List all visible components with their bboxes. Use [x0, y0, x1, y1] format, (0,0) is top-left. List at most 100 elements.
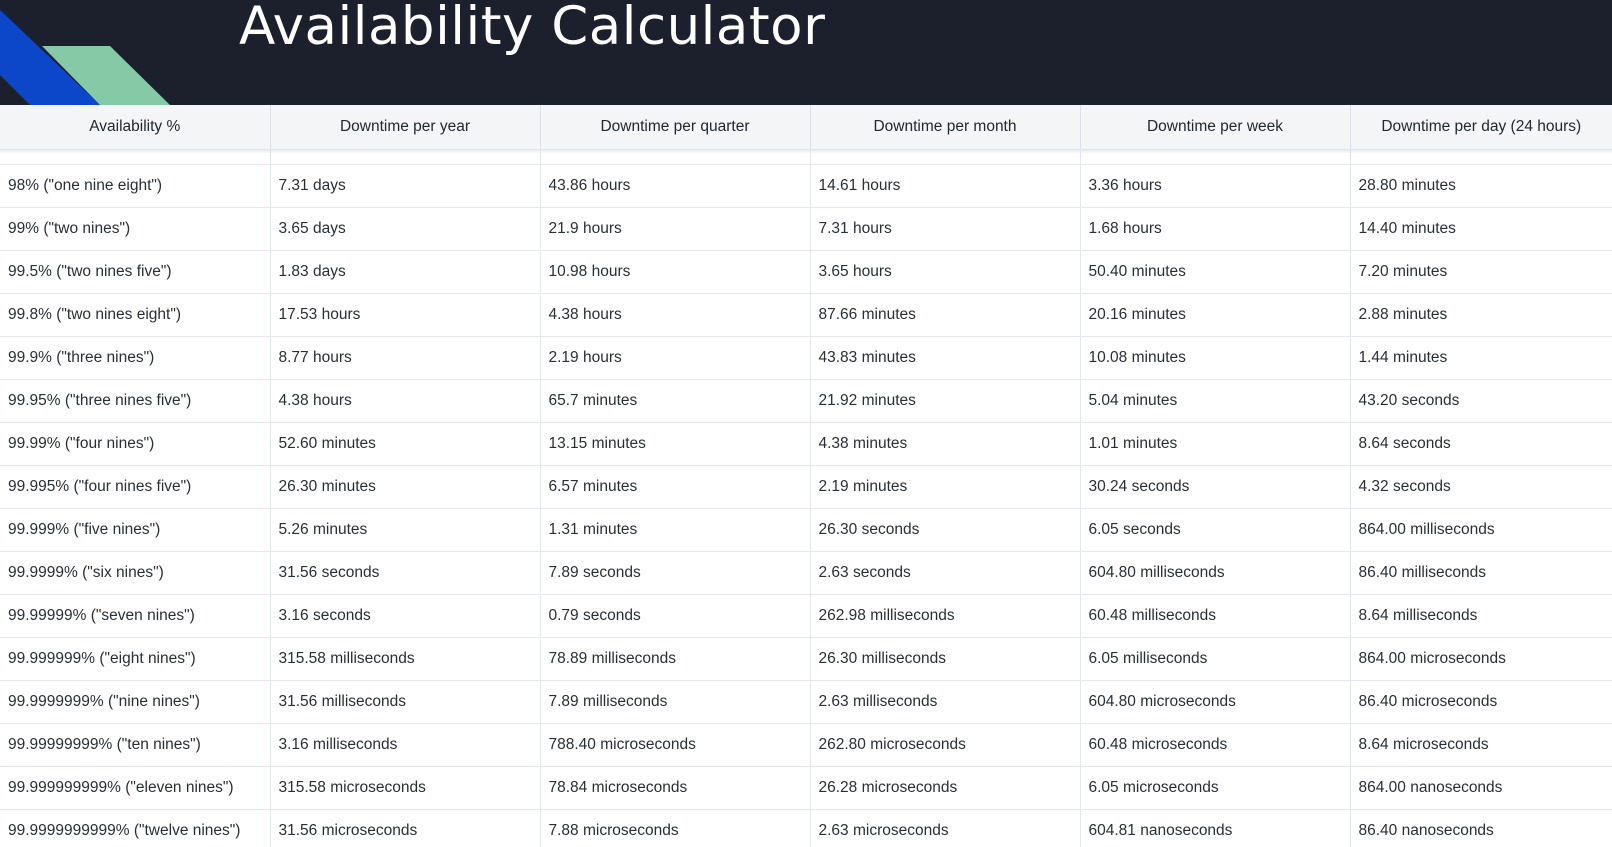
- table-cell-downtime-day: 1.44 minutes: [1350, 336, 1612, 380]
- table-cell-downtime-month: 262.80 microseconds: [810, 723, 1081, 767]
- table-cell-downtime-month: 2.19 minutes: [810, 465, 1081, 509]
- table-header-row: Availability % Downtime per year Downtim…: [0, 105, 1612, 150]
- table-cell-downtime-month: 14.61 hours: [810, 164, 1081, 208]
- column-header-downtime-quarter[interactable]: Downtime per quarter: [540, 105, 811, 150]
- table-cell-downtime-year: 3.65 days: [270, 207, 541, 251]
- table-body: 98% ("one nine eight") 7.31 days 43.86 hou…: [0, 149, 1612, 847]
- availability-table: Availability % Downtime per year Downtim…: [0, 105, 1612, 847]
- table-cell-availability: 99.9999999999% ("twelve nines"): [0, 809, 271, 847]
- table-cell-downtime-day: 864.00 milliseconds: [1350, 508, 1612, 552]
- table-row: 99.999999% ("eight nines") 315.58 millise…: [0, 637, 1612, 681]
- table-cell-downtime-quarter: 2.19 hours: [540, 336, 811, 380]
- table-cell-downtime-year: 8.77 hours: [270, 336, 541, 380]
- table-cell-downtime-week: 1.01 minutes: [1080, 422, 1351, 466]
- table-cell-downtime-year: 17.53 hours: [270, 293, 541, 337]
- table-row: 99.5% ("two nines five") 1.83 days 10.98 h…: [0, 250, 1612, 294]
- page-title: Availability Calculator: [239, 0, 826, 57]
- table-cell-downtime-quarter: 4.38 hours: [540, 293, 811, 337]
- table-row: 98% ("one nine eight") 7.31 days 43.86 hou…: [0, 164, 1612, 208]
- table-cell-availability: 99.95% ("three nines five"): [0, 379, 271, 423]
- table-cell-downtime-year: 315.58 microseconds: [270, 766, 541, 810]
- table-cell-downtime-day: 7.20 minutes: [1350, 250, 1612, 294]
- table-cell-downtime-quarter: 78.89 milliseconds: [540, 637, 811, 681]
- table-cell-downtime-quarter: 788.40 microseconds: [540, 723, 811, 767]
- table-cell-availability: 99.999999% ("eight nines"): [0, 637, 271, 681]
- table-cell-downtime-week: 20.16 minutes: [1080, 293, 1351, 337]
- table-cell-downtime-week: 3.36 hours: [1080, 164, 1351, 208]
- table-cell-downtime-year: 31.56 microseconds: [270, 809, 541, 847]
- table-row: 99.99% ("four nines") 52.60 minutes 13.15 …: [0, 422, 1612, 466]
- table-row: 99.99999999% ("ten nines") 3.16 milliseco…: [0, 723, 1612, 767]
- column-header-downtime-year[interactable]: Downtime per year: [270, 105, 541, 150]
- table-cell: [540, 149, 811, 165]
- table-cell-downtime-quarter: 21.9 hours: [540, 207, 811, 251]
- column-header-availability[interactable]: Availability %: [0, 105, 271, 150]
- table-cell-downtime-day: 864.00 nanoseconds: [1350, 766, 1612, 810]
- table-cell-downtime-quarter: 0.79 seconds: [540, 594, 811, 638]
- table-row: 99.8% ("two nines eight") 17.53 hours 4.38…: [0, 293, 1612, 337]
- table-cell-downtime-month: 7.31 hours: [810, 207, 1081, 251]
- table-cell-downtime-week: 6.05 microseconds: [1080, 766, 1351, 810]
- table-cell-downtime-week: 6.05 seconds: [1080, 508, 1351, 552]
- table-cell-downtime-year: 7.31 days: [270, 164, 541, 208]
- table-cell-downtime-week: 30.24 seconds: [1080, 465, 1351, 509]
- table-cell-downtime-week: 50.40 minutes: [1080, 250, 1351, 294]
- table-cell-downtime-week: 604.81 nanoseconds: [1080, 809, 1351, 847]
- table-row: 99.95% ("three nines five") 4.38 hours 65.…: [0, 379, 1612, 423]
- table-cell-downtime-month: 2.63 milliseconds: [810, 680, 1081, 724]
- table-cell-downtime-quarter: 1.31 minutes: [540, 508, 811, 552]
- table-cell-downtime-quarter: 13.15 minutes: [540, 422, 811, 466]
- table-cell-downtime-month: 21.92 minutes: [810, 379, 1081, 423]
- table-cell-downtime-year: 3.16 seconds: [270, 594, 541, 638]
- table-row: 99.9999999% ("nine nines") 31.56 millisec…: [0, 680, 1612, 724]
- table-cell-downtime-month: 2.63 seconds: [810, 551, 1081, 595]
- table-cell-downtime-year: 31.56 seconds: [270, 551, 541, 595]
- table-cell-downtime-day: 864.00 microseconds: [1350, 637, 1612, 681]
- table-cell-downtime-week: 10.08 minutes: [1080, 336, 1351, 380]
- table-cell-downtime-quarter: 7.89 seconds: [540, 551, 811, 595]
- table-cell-downtime-quarter: 7.88 microseconds: [540, 809, 811, 847]
- table-cell-downtime-year: 4.38 hours: [270, 379, 541, 423]
- table-cell-downtime-day: 86.40 microseconds: [1350, 680, 1612, 724]
- table-cell-downtime-week: 1.68 hours: [1080, 207, 1351, 251]
- table-cell-downtime-day: 8.64 microseconds: [1350, 723, 1612, 767]
- table-cell: [1350, 149, 1612, 165]
- table-cell-downtime-day: 14.40 minutes: [1350, 207, 1612, 251]
- table-cell-downtime-quarter: 78.84 microseconds: [540, 766, 811, 810]
- table-cell-downtime-day: 4.32 seconds: [1350, 465, 1612, 509]
- column-header-downtime-month[interactable]: Downtime per month: [810, 105, 1081, 150]
- table-cell-availability: 99.995% ("four nines five"): [0, 465, 271, 509]
- table-cell-downtime-month: 26.28 microseconds: [810, 766, 1081, 810]
- table-cell-downtime-week: 5.04 minutes: [1080, 379, 1351, 423]
- table-cell-downtime-quarter: 10.98 hours: [540, 250, 811, 294]
- table-row: 99% ("two nines") 3.65 days 21.9 hours 7.31…: [0, 207, 1612, 251]
- table-cell-downtime-day: 86.40 nanoseconds: [1350, 809, 1612, 847]
- table-cell-downtime-year: 3.16 milliseconds: [270, 723, 541, 767]
- table-cell-downtime-year: 26.30 minutes: [270, 465, 541, 509]
- column-header-downtime-day[interactable]: Downtime per day (24 hours): [1350, 105, 1612, 150]
- table-header: Availability % Downtime per year Downtim…: [0, 105, 1612, 150]
- table-cell-downtime-day: 86.40 milliseconds: [1350, 551, 1612, 595]
- table-cell-downtime-month: 43.83 minutes: [810, 336, 1081, 380]
- table-cell-downtime-month: 26.30 seconds: [810, 508, 1081, 552]
- table-cell-downtime-day: 8.64 milliseconds: [1350, 594, 1612, 638]
- table-row: 99.999999999% ("eleven nines") 315.58 mic…: [0, 766, 1612, 810]
- table-cell-availability: 99.9999999% ("nine nines"): [0, 680, 271, 724]
- table-cell-downtime-year: 52.60 minutes: [270, 422, 541, 466]
- table-cell-downtime-week: 6.05 milliseconds: [1080, 637, 1351, 681]
- table-cell: [1080, 149, 1351, 165]
- table-cell-downtime-day: 43.20 seconds: [1350, 379, 1612, 423]
- column-header-downtime-week[interactable]: Downtime per week: [1080, 105, 1351, 150]
- table-cell-availability: 99.999% ("five nines"): [0, 508, 271, 552]
- table-cell-downtime-year: 315.58 milliseconds: [270, 637, 541, 681]
- table-cell-downtime-month: 3.65 hours: [810, 250, 1081, 294]
- logo-stripes-icon: [0, 10, 170, 105]
- table-row: 99.9999999999% ("twelve nines") 31.56 mic…: [0, 809, 1612, 847]
- logo-blue-stripe: [0, 10, 100, 105]
- table-cell-downtime-month: 2.63 microseconds: [810, 809, 1081, 847]
- availability-table-container[interactable]: Availability % Downtime per year Downtim…: [0, 105, 1612, 847]
- table-cell-availability: 99% ("two nines"): [0, 207, 271, 251]
- table-cell-availability: 99.999999999% ("eleven nines"): [0, 766, 271, 810]
- table-cell-downtime-quarter: 65.7 minutes: [540, 379, 811, 423]
- page-header: Availability Calculator: [0, 0, 1612, 105]
